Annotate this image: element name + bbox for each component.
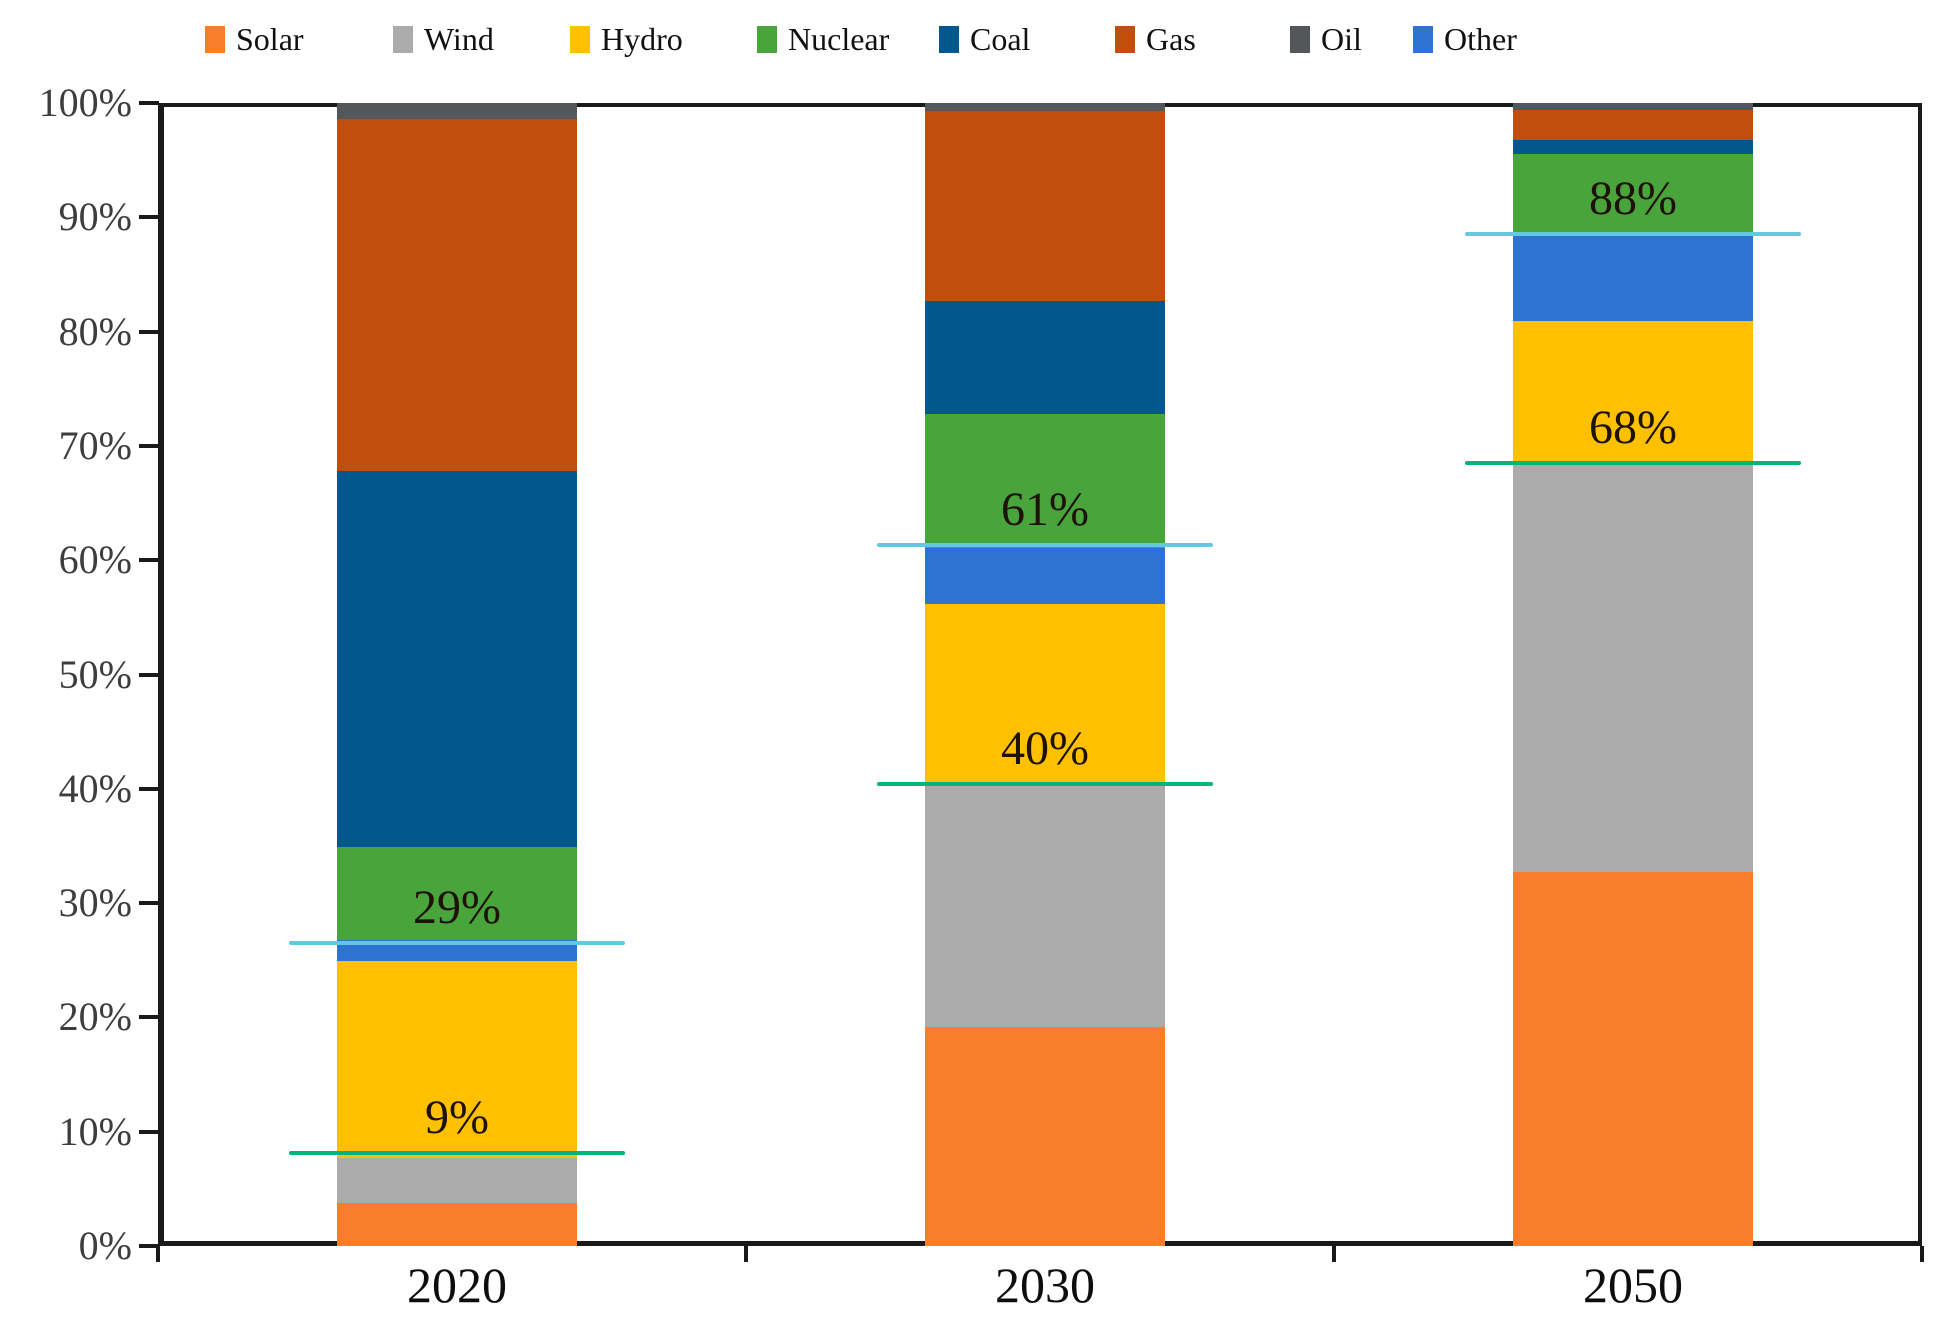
annotation-label-2050-88%: 88% bbox=[1589, 172, 1677, 226]
annotation-label-2020-9%: 9% bbox=[425, 1091, 489, 1145]
bar-2020 bbox=[337, 103, 577, 1246]
legend-swatch-other-icon bbox=[1413, 25, 1433, 53]
y-axis-tick bbox=[139, 443, 159, 448]
segment-oil-2050 bbox=[1513, 103, 1753, 110]
segment-wind-2050 bbox=[1513, 461, 1753, 873]
y-axis-tick bbox=[139, 558, 159, 563]
segment-solar-2050 bbox=[1513, 872, 1753, 1246]
y-axis-tick bbox=[139, 215, 159, 220]
y-axis-tick bbox=[139, 1129, 159, 1134]
legend-item-label: Oil bbox=[1321, 20, 1362, 57]
legend-item-solar: Solar bbox=[205, 20, 304, 58]
segment-other-2020 bbox=[337, 939, 577, 962]
y-axis-tick-label: 30% bbox=[58, 880, 132, 926]
x-category-label-2050: 2050 bbox=[1583, 1257, 1683, 1313]
legend-item-label: Hydro bbox=[601, 20, 683, 57]
segment-coal-2020 bbox=[337, 471, 577, 848]
legend-item-gas: Gas bbox=[1115, 20, 1196, 58]
annotation-line-2020-29% bbox=[289, 941, 625, 946]
legend-item-label: Other bbox=[1444, 20, 1517, 57]
legend-item-oil: Oil bbox=[1290, 20, 1362, 58]
annotation-label-2050-68%: 68% bbox=[1589, 401, 1677, 455]
segment-solar-2030 bbox=[925, 1026, 1165, 1246]
legend-item-label: Gas bbox=[1146, 20, 1196, 57]
x-axis-tick bbox=[1332, 1246, 1336, 1262]
bar-2030 bbox=[925, 103, 1165, 1246]
legend-swatch-nuclear-icon bbox=[757, 25, 777, 53]
annotation-line-2020-9% bbox=[289, 1151, 625, 1156]
y-axis-tick bbox=[139, 901, 159, 906]
chart-legend: Solar Wind Hydro Nuclear Coal Gas Oil Other bbox=[0, 0, 1960, 70]
legend-item-label: Solar bbox=[236, 20, 304, 57]
x-axis-tick bbox=[1920, 1246, 1924, 1262]
legend-swatch-hydro-icon bbox=[570, 25, 590, 53]
annotation-line-2050-68% bbox=[1465, 461, 1801, 466]
annotation-line-2030-61% bbox=[877, 543, 1213, 548]
annotation-line-2030-40% bbox=[877, 782, 1213, 787]
legend-swatch-solar-icon bbox=[205, 25, 225, 53]
legend-item-hydro: Hydro bbox=[570, 20, 683, 58]
segment-wind-2020 bbox=[337, 1157, 577, 1203]
annotation-label-2030-40%: 40% bbox=[1001, 722, 1089, 776]
segment-oil-2020 bbox=[337, 103, 577, 119]
segment-coal-2050 bbox=[1513, 139, 1753, 155]
legend-item-wind: Wind bbox=[393, 20, 494, 58]
y-axis-tick-label: 80% bbox=[58, 308, 132, 354]
y-axis-tick-label: 90% bbox=[58, 194, 132, 240]
legend-item-other: Other bbox=[1413, 20, 1517, 58]
legend-item-label: Nuclear bbox=[788, 20, 890, 57]
segment-hydro-2020 bbox=[337, 961, 577, 1158]
x-category-label-2020: 2020 bbox=[407, 1257, 507, 1313]
segment-hydro-2030 bbox=[925, 603, 1165, 785]
segment-wind-2030 bbox=[925, 784, 1165, 1027]
segment-other-2050 bbox=[1513, 233, 1753, 322]
y-axis-tick-label: 40% bbox=[58, 765, 132, 811]
y-axis-tick-label: 50% bbox=[58, 651, 132, 697]
y-axis-tick bbox=[139, 1244, 159, 1248]
segment-coal-2030 bbox=[925, 300, 1165, 414]
y-axis-tick bbox=[139, 1015, 159, 1020]
segment-gas-2020 bbox=[337, 119, 577, 472]
segment-oil-2030 bbox=[925, 103, 1165, 111]
x-axis-tick bbox=[156, 1246, 160, 1262]
segment-nuclear-2020 bbox=[337, 847, 577, 940]
y-axis-tick bbox=[139, 329, 159, 334]
x-category-label-2030: 2030 bbox=[995, 1257, 1095, 1313]
annotation-label-2030-61%: 61% bbox=[1001, 483, 1089, 537]
legend-swatch-wind-icon bbox=[393, 25, 413, 53]
legend-item-label: Coal bbox=[970, 20, 1031, 57]
segment-gas-2030 bbox=[925, 111, 1165, 301]
annotation-line-2050-88% bbox=[1465, 232, 1801, 237]
y-axis-tick bbox=[139, 786, 159, 791]
legend-item-coal: Coal bbox=[939, 20, 1030, 58]
y-axis-tick-label: 0% bbox=[78, 1223, 132, 1268]
legend-item-nuclear: Nuclear bbox=[757, 20, 889, 58]
bar-2050 bbox=[1513, 103, 1753, 1246]
segment-gas-2050 bbox=[1513, 109, 1753, 140]
y-axis-tick bbox=[139, 101, 159, 105]
segment-hydro-2050 bbox=[1513, 321, 1753, 462]
segment-nuclear-2030 bbox=[925, 413, 1165, 548]
annotation-label-2020-29%: 29% bbox=[413, 881, 501, 935]
y-axis-tick-label: 10% bbox=[58, 1108, 132, 1154]
legend-item-label: Wind bbox=[424, 20, 494, 57]
y-axis-tick-label: 60% bbox=[58, 537, 132, 583]
y-axis-tick-label: 20% bbox=[58, 994, 132, 1040]
segment-other-2030 bbox=[925, 547, 1165, 604]
segment-solar-2020 bbox=[337, 1202, 577, 1246]
y-axis-tick bbox=[139, 672, 159, 677]
legend-swatch-oil-icon bbox=[1290, 25, 1310, 53]
x-axis-tick bbox=[744, 1246, 748, 1262]
legend-swatch-gas-icon bbox=[1115, 25, 1135, 53]
legend-swatch-coal-icon bbox=[939, 25, 959, 53]
segment-nuclear-2050 bbox=[1513, 154, 1753, 234]
y-axis-tick-label: 70% bbox=[58, 422, 132, 468]
y-axis-tick-label: 100% bbox=[38, 80, 132, 125]
